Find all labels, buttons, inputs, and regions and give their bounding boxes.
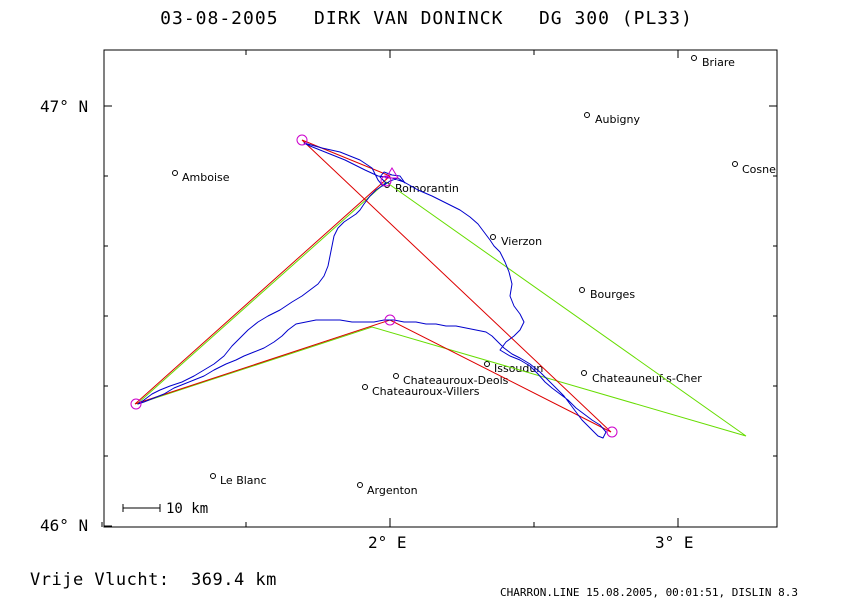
- town-marker: [210, 473, 216, 479]
- axis-ticks: [101, 50, 777, 527]
- file-info: CHARRON.LINE 15.08.2005, 00:01:51, DISLI…: [500, 586, 799, 599]
- turnpoints: [130, 134, 618, 438]
- free-flight-distance: Vrije Vlucht: 369.4 km: [30, 570, 277, 590]
- town-marker: [172, 170, 178, 176]
- turnpoint-marker: [380, 175, 392, 187]
- declared-task-line: [134, 139, 612, 433]
- town-label-chateauneuf: Chateauneuf-s-Cher: [592, 372, 702, 385]
- turnpoint-marker: [296, 134, 308, 146]
- town-label-chateauroux-villers: Chateauroux-Villers: [372, 385, 480, 398]
- town-markers: [172, 55, 738, 488]
- town-label-vierzon: Vierzon: [501, 235, 542, 248]
- town-marker: [584, 112, 590, 118]
- town-marker: [393, 373, 399, 379]
- town-marker: [362, 384, 368, 390]
- town-label-amboise: Amboise: [182, 171, 230, 184]
- gps-track: [137, 142, 607, 439]
- town-marker: [484, 361, 490, 367]
- town-label-aubigny: Aubigny: [595, 113, 640, 126]
- town-label-romorantin: Romorantin: [395, 182, 459, 195]
- town-label-argenton: Argenton: [367, 484, 418, 497]
- scale-label: 10 km: [166, 501, 208, 517]
- town-label-le-blanc: Le Blanc: [220, 474, 267, 487]
- turnpoint-marker: [130, 398, 142, 410]
- lon-label-3: 3° E: [655, 533, 694, 552]
- town-marker: [732, 161, 738, 167]
- town-label-cosne: Cosne: [742, 163, 776, 176]
- town-label-briare: Briare: [702, 56, 735, 69]
- scale-bar: [122, 504, 161, 512]
- optimized-task-line: [136, 181, 747, 437]
- town-label-chateauroux-deols: Chateauroux-Deols: [403, 374, 509, 387]
- town-label-bourges: Bourges: [590, 288, 635, 301]
- lat-label-47: 47° N: [40, 97, 88, 116]
- town-marker: [579, 287, 585, 293]
- map-frame: [103, 49, 778, 528]
- lon-label-2: 2° E: [368, 533, 407, 552]
- start-triangle-marker: [385, 167, 399, 179]
- flight-title: 03-08-2005 DIRK VAN DONINCK DG 300 (PL33…: [160, 8, 693, 29]
- lat-label-46: 46° N: [40, 516, 88, 535]
- town-marker: [581, 370, 587, 376]
- town-marker: [357, 482, 363, 488]
- town-marker: [490, 234, 496, 240]
- turnpoint-marker: [384, 314, 396, 326]
- town-marker: [691, 55, 697, 61]
- turnpoint-marker: [606, 426, 618, 438]
